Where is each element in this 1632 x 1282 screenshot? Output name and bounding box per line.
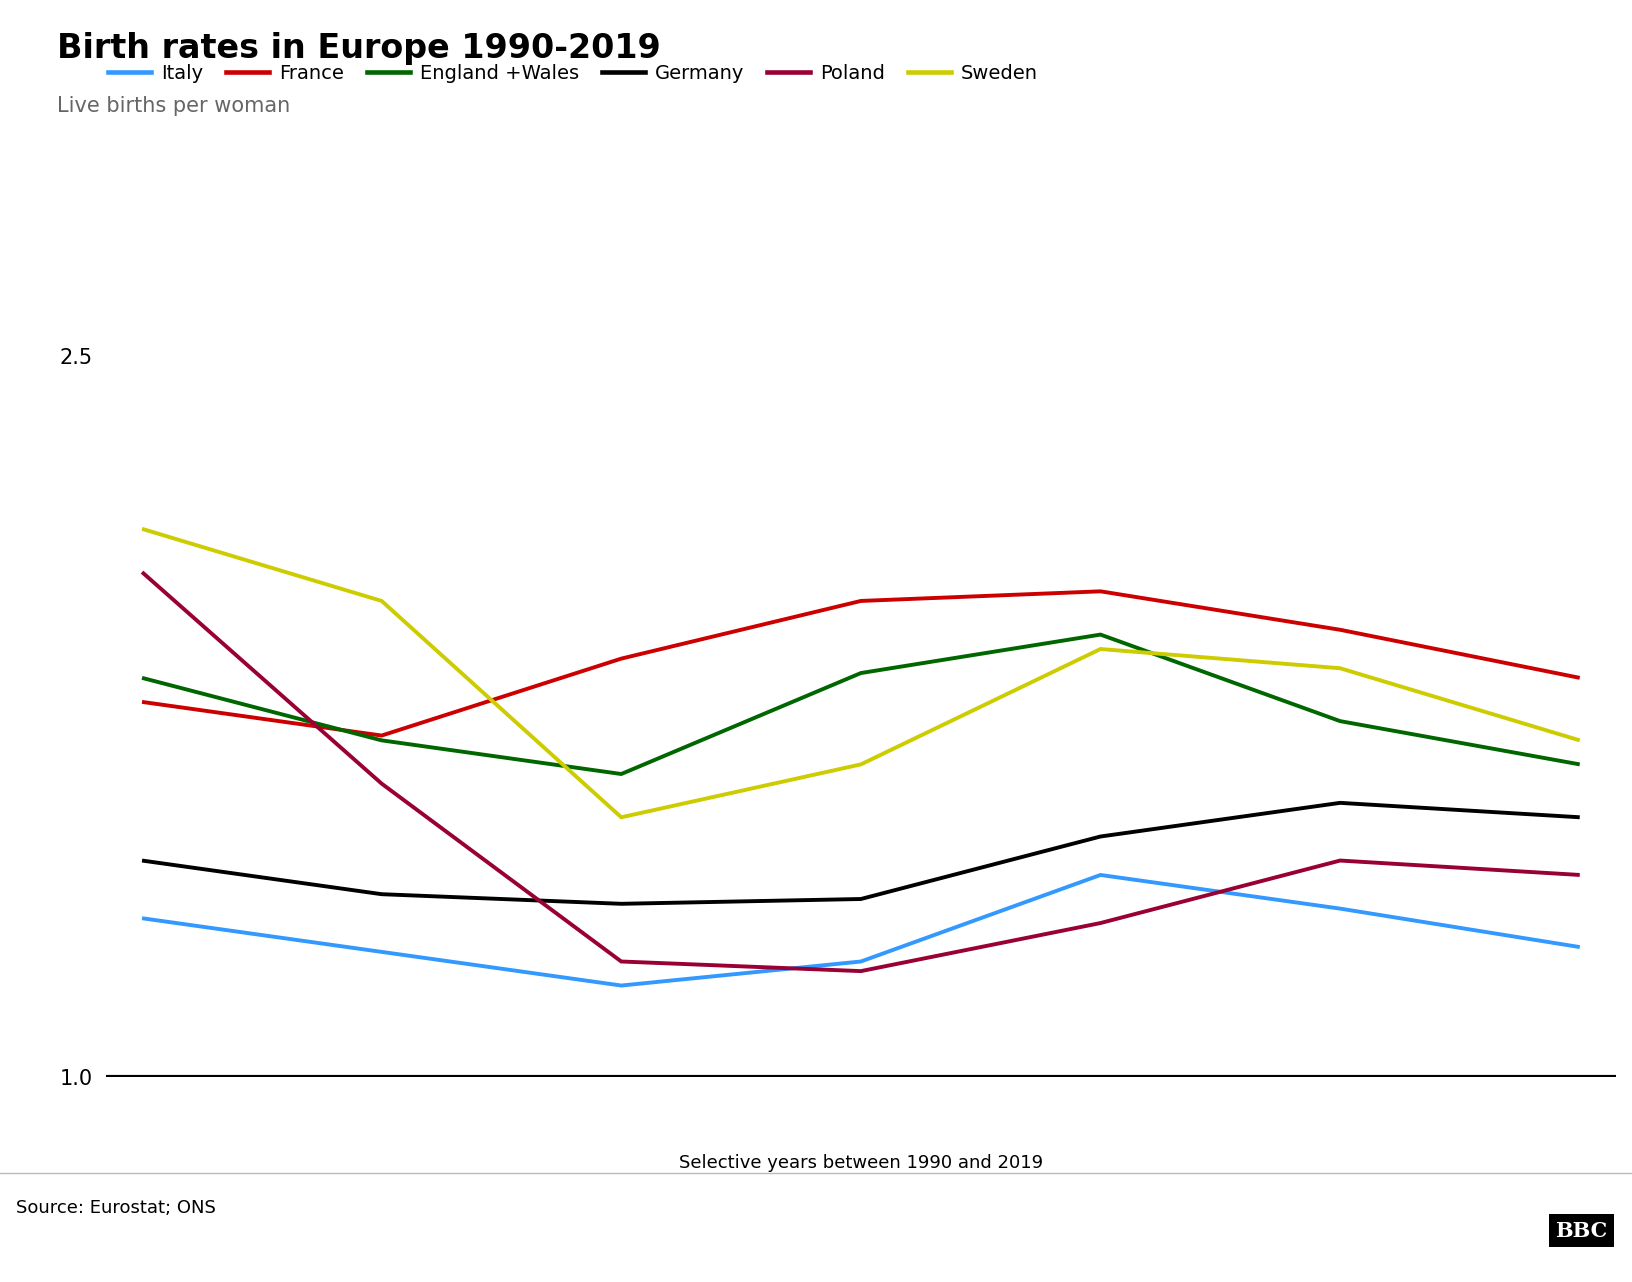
Text: Source: Eurostat; ONS: Source: Eurostat; ONS bbox=[16, 1199, 215, 1217]
Text: Birth rates in Europe 1990-2019: Birth rates in Europe 1990-2019 bbox=[57, 32, 661, 65]
Text: BBC: BBC bbox=[1555, 1220, 1608, 1241]
Text: Selective years between 1990 and 2019: Selective years between 1990 and 2019 bbox=[679, 1154, 1043, 1172]
Text: Live births per woman: Live births per woman bbox=[57, 96, 290, 117]
Legend: Italy, France, England +Wales, Germany, Poland, Sweden: Italy, France, England +Wales, Germany, … bbox=[101, 56, 1046, 91]
